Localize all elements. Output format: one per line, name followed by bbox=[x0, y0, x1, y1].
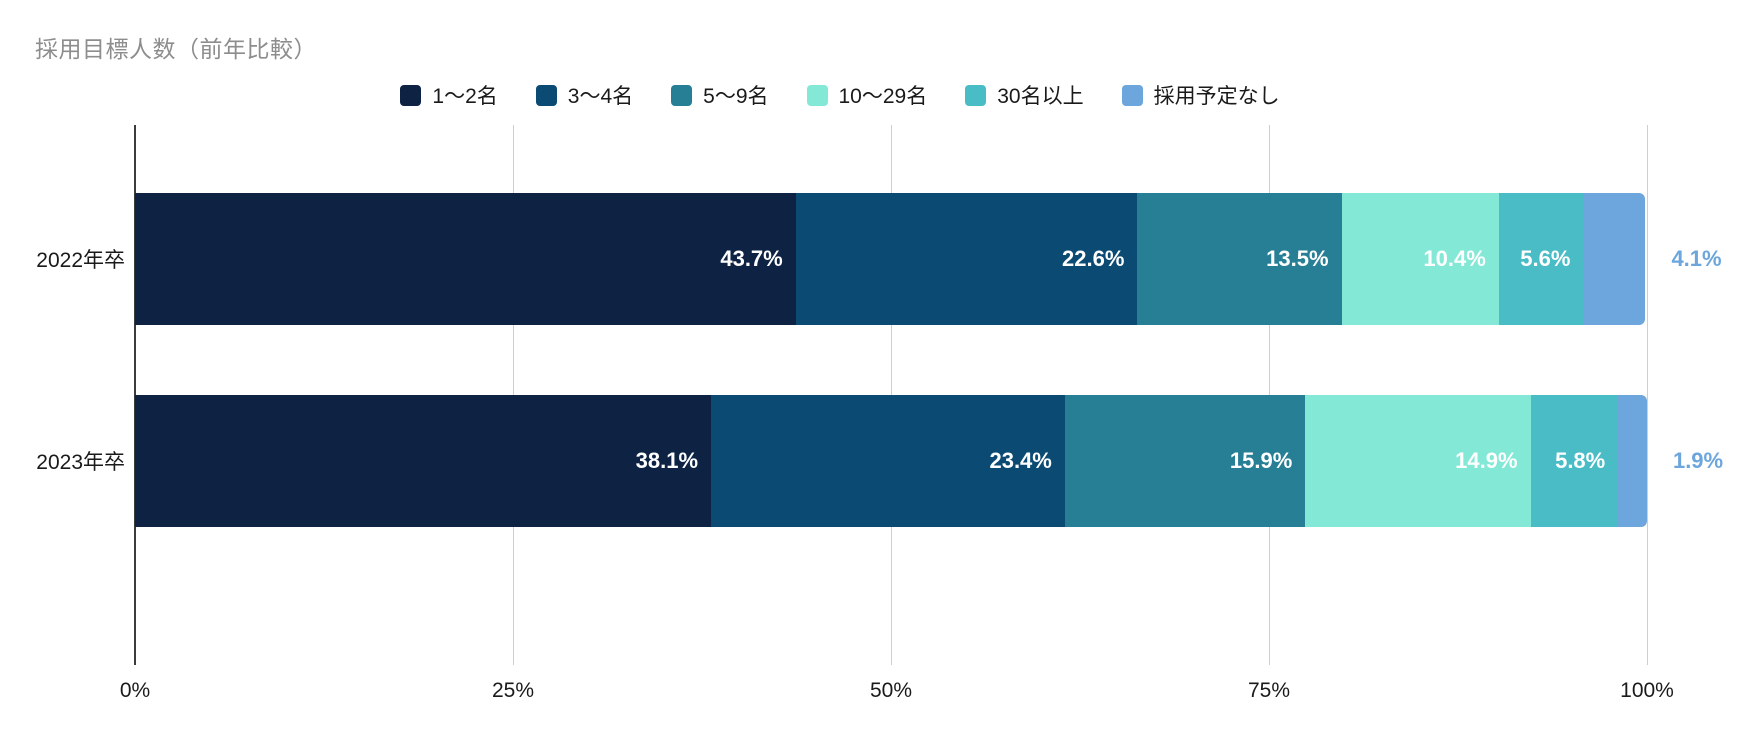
bar-segment-30名以上: 5.6% bbox=[1498, 193, 1584, 325]
plot-area: 0% 25% 50% 75% 100% 2022年卒 43.7% 22.6% 13.5% 10.4… bbox=[36, 125, 1723, 702]
bar-segment-1～2名: 43.7% bbox=[135, 193, 796, 325]
legend-item-1: 3～4名 bbox=[535, 80, 634, 110]
legend-item-4: 30名以上 bbox=[965, 80, 1084, 110]
data-label: 23.4% bbox=[989, 448, 1052, 473]
legend-item-0: 1～2名 bbox=[400, 80, 498, 110]
legend-swatch-icon bbox=[1121, 84, 1143, 106]
legend-swatch-icon bbox=[806, 84, 828, 106]
data-label: 5.6% bbox=[1520, 246, 1571, 271]
gridline bbox=[1647, 125, 1648, 665]
bar-row-2023年卒: 2023年卒 38.1% 23.4% 15.9% 14.9% 5.8% 1.9% bbox=[36, 395, 1723, 527]
legend-label: 10～29名 bbox=[838, 85, 928, 108]
data-label: 22.6% bbox=[1062, 246, 1125, 271]
legend-label: 5～9名 bbox=[703, 85, 769, 108]
data-label: 43.7% bbox=[720, 246, 783, 271]
stacked-bar: 43.7% 22.6% 13.5% 10.4% 5.6% 4.1% bbox=[135, 193, 1722, 325]
data-label-outside: 1.9% bbox=[1672, 448, 1724, 473]
legend-item-3: 10～29名 bbox=[806, 80, 928, 110]
bar-segment-3～4名: 22.6% bbox=[795, 193, 1138, 325]
legend-swatch-icon bbox=[965, 84, 987, 106]
legend-label: 採用予定なし bbox=[1153, 85, 1280, 108]
legend-swatch-icon bbox=[535, 84, 557, 106]
x-tick-label: 75% bbox=[1247, 679, 1291, 702]
bar-segment-採用予定なし: 4.1% bbox=[1583, 193, 1722, 325]
legend-item-5: 採用予定なし bbox=[1121, 80, 1280, 110]
bar-segment-採用予定なし: 1.9% bbox=[1618, 395, 1723, 527]
bar-segment-1～2名: 38.1% bbox=[135, 395, 712, 527]
legend-item-2: 5～9名 bbox=[671, 80, 769, 110]
category-label: 2022年卒 bbox=[36, 249, 125, 272]
legend-label: 3～4名 bbox=[567, 85, 634, 108]
data-label: 14.9% bbox=[1455, 448, 1518, 473]
bar-row-2022年卒: 2022年卒 43.7% 22.6% 13.5% 10.4% 5.6% 4.1% bbox=[36, 193, 1722, 325]
bar-segment-5～9名: 13.5% bbox=[1137, 193, 1342, 325]
data-label: 38.1% bbox=[635, 448, 699, 473]
data-label: 10.4% bbox=[1423, 246, 1486, 271]
category-label: 2023年卒 bbox=[36, 451, 125, 474]
data-label: 5.8% bbox=[1555, 448, 1606, 473]
chart-title: 採用目標人数（前年比較） bbox=[35, 36, 317, 62]
legend-swatch-icon bbox=[671, 84, 693, 106]
bar-segment-5～9名: 15.9% bbox=[1064, 395, 1306, 527]
data-label: 13.5% bbox=[1266, 246, 1329, 271]
data-label: 15.9% bbox=[1229, 448, 1293, 473]
x-tick-label: 100% bbox=[1620, 679, 1674, 702]
bar-segment-3～4名: 23.4% bbox=[711, 395, 1065, 527]
legend-swatch-icon bbox=[400, 84, 422, 106]
x-tick-label: 0% bbox=[119, 679, 151, 702]
legend: 1～2名 3～4名 5～9名 10～29名 30名以上 採用予定なし bbox=[0, 80, 1680, 110]
x-tick-label: 25% bbox=[491, 679, 535, 702]
bar-segment-10～29名: 14.9% bbox=[1305, 395, 1531, 527]
data-label-outside: 4.1% bbox=[1671, 246, 1722, 271]
bar-segment-10～29名: 10.4% bbox=[1341, 193, 1499, 325]
legend-label: 1～2名 bbox=[432, 85, 498, 108]
bar-segment-30名以上: 5.8% bbox=[1530, 395, 1619, 527]
stacked-bar: 38.1% 23.4% 15.9% 14.9% 5.8% 1.9% bbox=[135, 395, 1723, 527]
x-tick-label: 50% bbox=[869, 679, 913, 702]
legend-label: 30名以上 bbox=[997, 85, 1084, 108]
